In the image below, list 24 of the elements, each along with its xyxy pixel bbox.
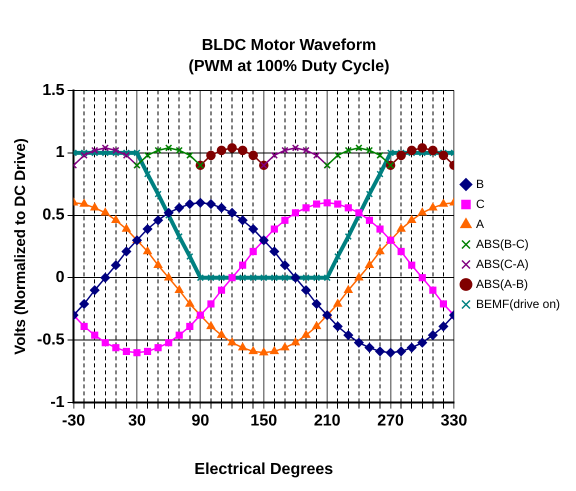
legend-label: B <box>476 176 484 191</box>
chart-subtitle: (PWM at 100% Duty Cycle) <box>188 58 390 76</box>
x-tick-label: 30 <box>128 412 146 430</box>
x-tick-label: 150 <box>250 412 278 430</box>
y-tick-label: 1 <box>56 144 65 162</box>
y-tick-label: -0.5 <box>36 332 65 349</box>
legend-label: BEMF(drive on) <box>476 296 560 311</box>
y-tick-label: -1 <box>50 394 65 412</box>
y-tick-label: 0 <box>56 269 65 286</box>
legend-label: C <box>476 196 485 211</box>
chart-title: BLDC Motor Waveform <box>202 37 376 54</box>
legend-label: A <box>476 216 484 231</box>
x-tick-label: 90 <box>191 412 210 430</box>
x-tick-label: 270 <box>377 412 404 430</box>
legend-label: ABS(B-C) <box>476 236 529 251</box>
y-tick-label: 1.5 <box>42 82 65 99</box>
y-axis-title: Volts (Normalized to DC Drive) <box>12 138 30 355</box>
legend-label: ABS(A-B) <box>476 276 528 291</box>
x-tick-label: 210 <box>314 412 341 430</box>
y-tick-label: 0.5 <box>42 206 65 224</box>
x-tick-label: -30 <box>62 412 86 430</box>
x-axis-title: Electrical Degrees <box>194 460 334 478</box>
x-tick-label: 330 <box>440 412 468 430</box>
legend-label: ABS(C-A) <box>476 256 529 271</box>
